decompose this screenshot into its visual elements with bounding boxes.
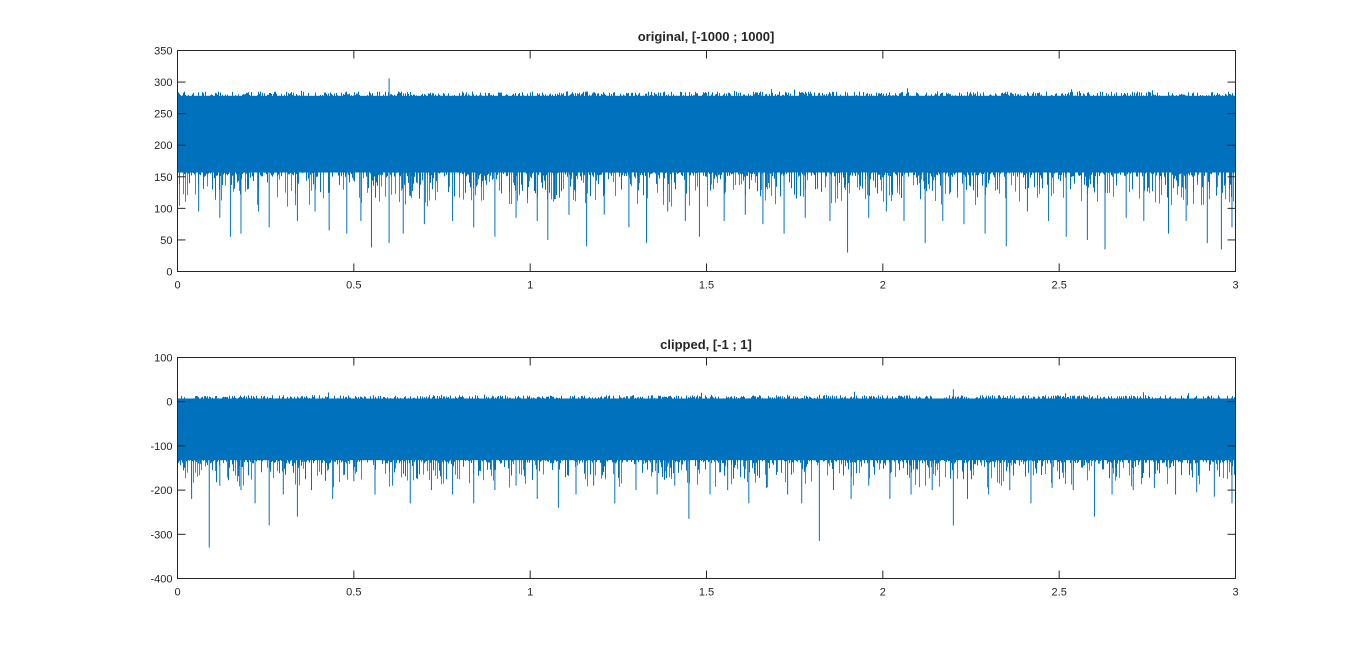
ticks-original: 0 0.5 1 1.5 2 2.5 3 0 50 100 150 200 250 300 350 <box>154 46 1238 292</box>
y-tick-label: 350 <box>154 46 172 58</box>
x-tick-label: 3 <box>1232 280 1238 292</box>
x-tick-label: 2 <box>880 280 886 292</box>
x-tick-label: 0 <box>174 280 180 292</box>
x-tick-label: 1 <box>527 587 533 599</box>
y-tick-label: 200 <box>154 140 172 152</box>
y-tick-label: 0 <box>166 397 172 409</box>
plot-data-clipped <box>177 389 1236 548</box>
y-tick-label: 150 <box>154 172 172 184</box>
x-tick-label: 1.5 <box>699 280 714 292</box>
y-tick-label: 300 <box>154 77 172 89</box>
y-tick-label: -100 <box>150 441 172 453</box>
x-tick-label: 3 <box>1232 587 1238 599</box>
x-tick-label: 0 <box>174 587 180 599</box>
y-tick-label: 0 <box>166 267 172 279</box>
x-tick-label: 0.5 <box>346 280 361 292</box>
axes-clipped: clipped, [-1 ; 1] 0 0.5 1 1.5 2 2.5 3 -400 -300 -… <box>150 337 1238 599</box>
y-tick-label: -200 <box>150 485 172 497</box>
x-tick-label: 2.5 <box>1052 280 1067 292</box>
ticks-clipped: 0 0.5 1 1.5 2 2.5 3 -400 -300 -200 -100 0 100 <box>150 353 1238 599</box>
plot-data-original <box>177 78 1236 253</box>
y-tick-label: 50 <box>160 235 172 247</box>
x-tick-label: 1.5 <box>699 587 714 599</box>
x-tick-label: 0.5 <box>346 587 361 599</box>
y-tick-label: 100 <box>154 353 172 365</box>
chart-title-original: original, [-1000 ; 1000] <box>638 29 775 44</box>
x-tick-label: 2 <box>880 587 886 599</box>
x-tick-label: 1 <box>527 280 533 292</box>
axes-original: original, [-1000 ; 1000] 0 0.5 1 1.5 2 2.5 3 0 5… <box>154 29 1238 292</box>
y-tick-label: 100 <box>154 203 172 215</box>
y-tick-label: -400 <box>150 574 172 586</box>
y-tick-label: 250 <box>154 109 172 121</box>
chart-title-clipped: clipped, [-1 ; 1] <box>660 337 752 352</box>
x-tick-label: 2.5 <box>1052 587 1067 599</box>
y-tick-label: -300 <box>150 529 172 541</box>
